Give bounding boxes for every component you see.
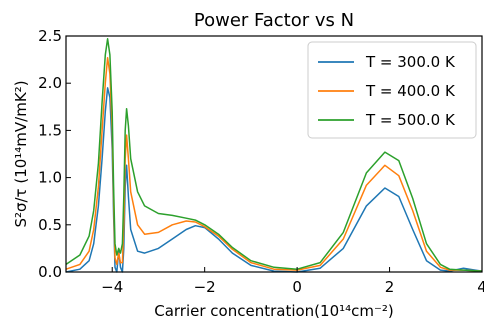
axis-ticks: −4 −2 0 2 4 0.0 0.5 1.0 1.5 2.0 2.5 xyxy=(38,27,484,296)
plot-frame xyxy=(65,35,483,273)
legend-label-3: T = 500.0 K xyxy=(365,111,456,129)
y-tick-label: 2.5 xyxy=(38,27,62,45)
y-axis-label: S²σ/τ (10¹⁴mV/mK²) xyxy=(12,80,30,227)
legend-box xyxy=(307,41,477,139)
series-line-3 xyxy=(65,38,483,272)
y-tick-label: 1.0 xyxy=(38,169,62,187)
y-tick-label: 0.0 xyxy=(38,263,62,281)
chart-title: Power Factor vs N xyxy=(194,10,354,31)
series-line-1 xyxy=(65,87,483,273)
y-tick-label: 0.5 xyxy=(38,216,62,234)
legend-label-2: T = 400.0 K xyxy=(365,82,456,100)
x-tick-label: 0 xyxy=(292,278,302,296)
y-tick-label: 2.0 xyxy=(38,74,62,92)
x-axis-label: Carrier concentration(10¹⁴cm⁻²) xyxy=(154,302,394,320)
plot-lines xyxy=(65,38,483,273)
legend-label-1: T = 300.0 K xyxy=(365,53,456,71)
legend: T = 300.0 K T = 400.0 K T = 500.0 K xyxy=(307,41,477,139)
x-tick-label: −2 xyxy=(194,278,216,296)
x-tick-label: 2 xyxy=(385,278,395,296)
y-tick-label: 1.5 xyxy=(38,121,62,139)
series-line-2 xyxy=(65,56,483,272)
x-tick-label: −4 xyxy=(101,278,123,296)
x-tick-label: 4 xyxy=(477,278,484,296)
